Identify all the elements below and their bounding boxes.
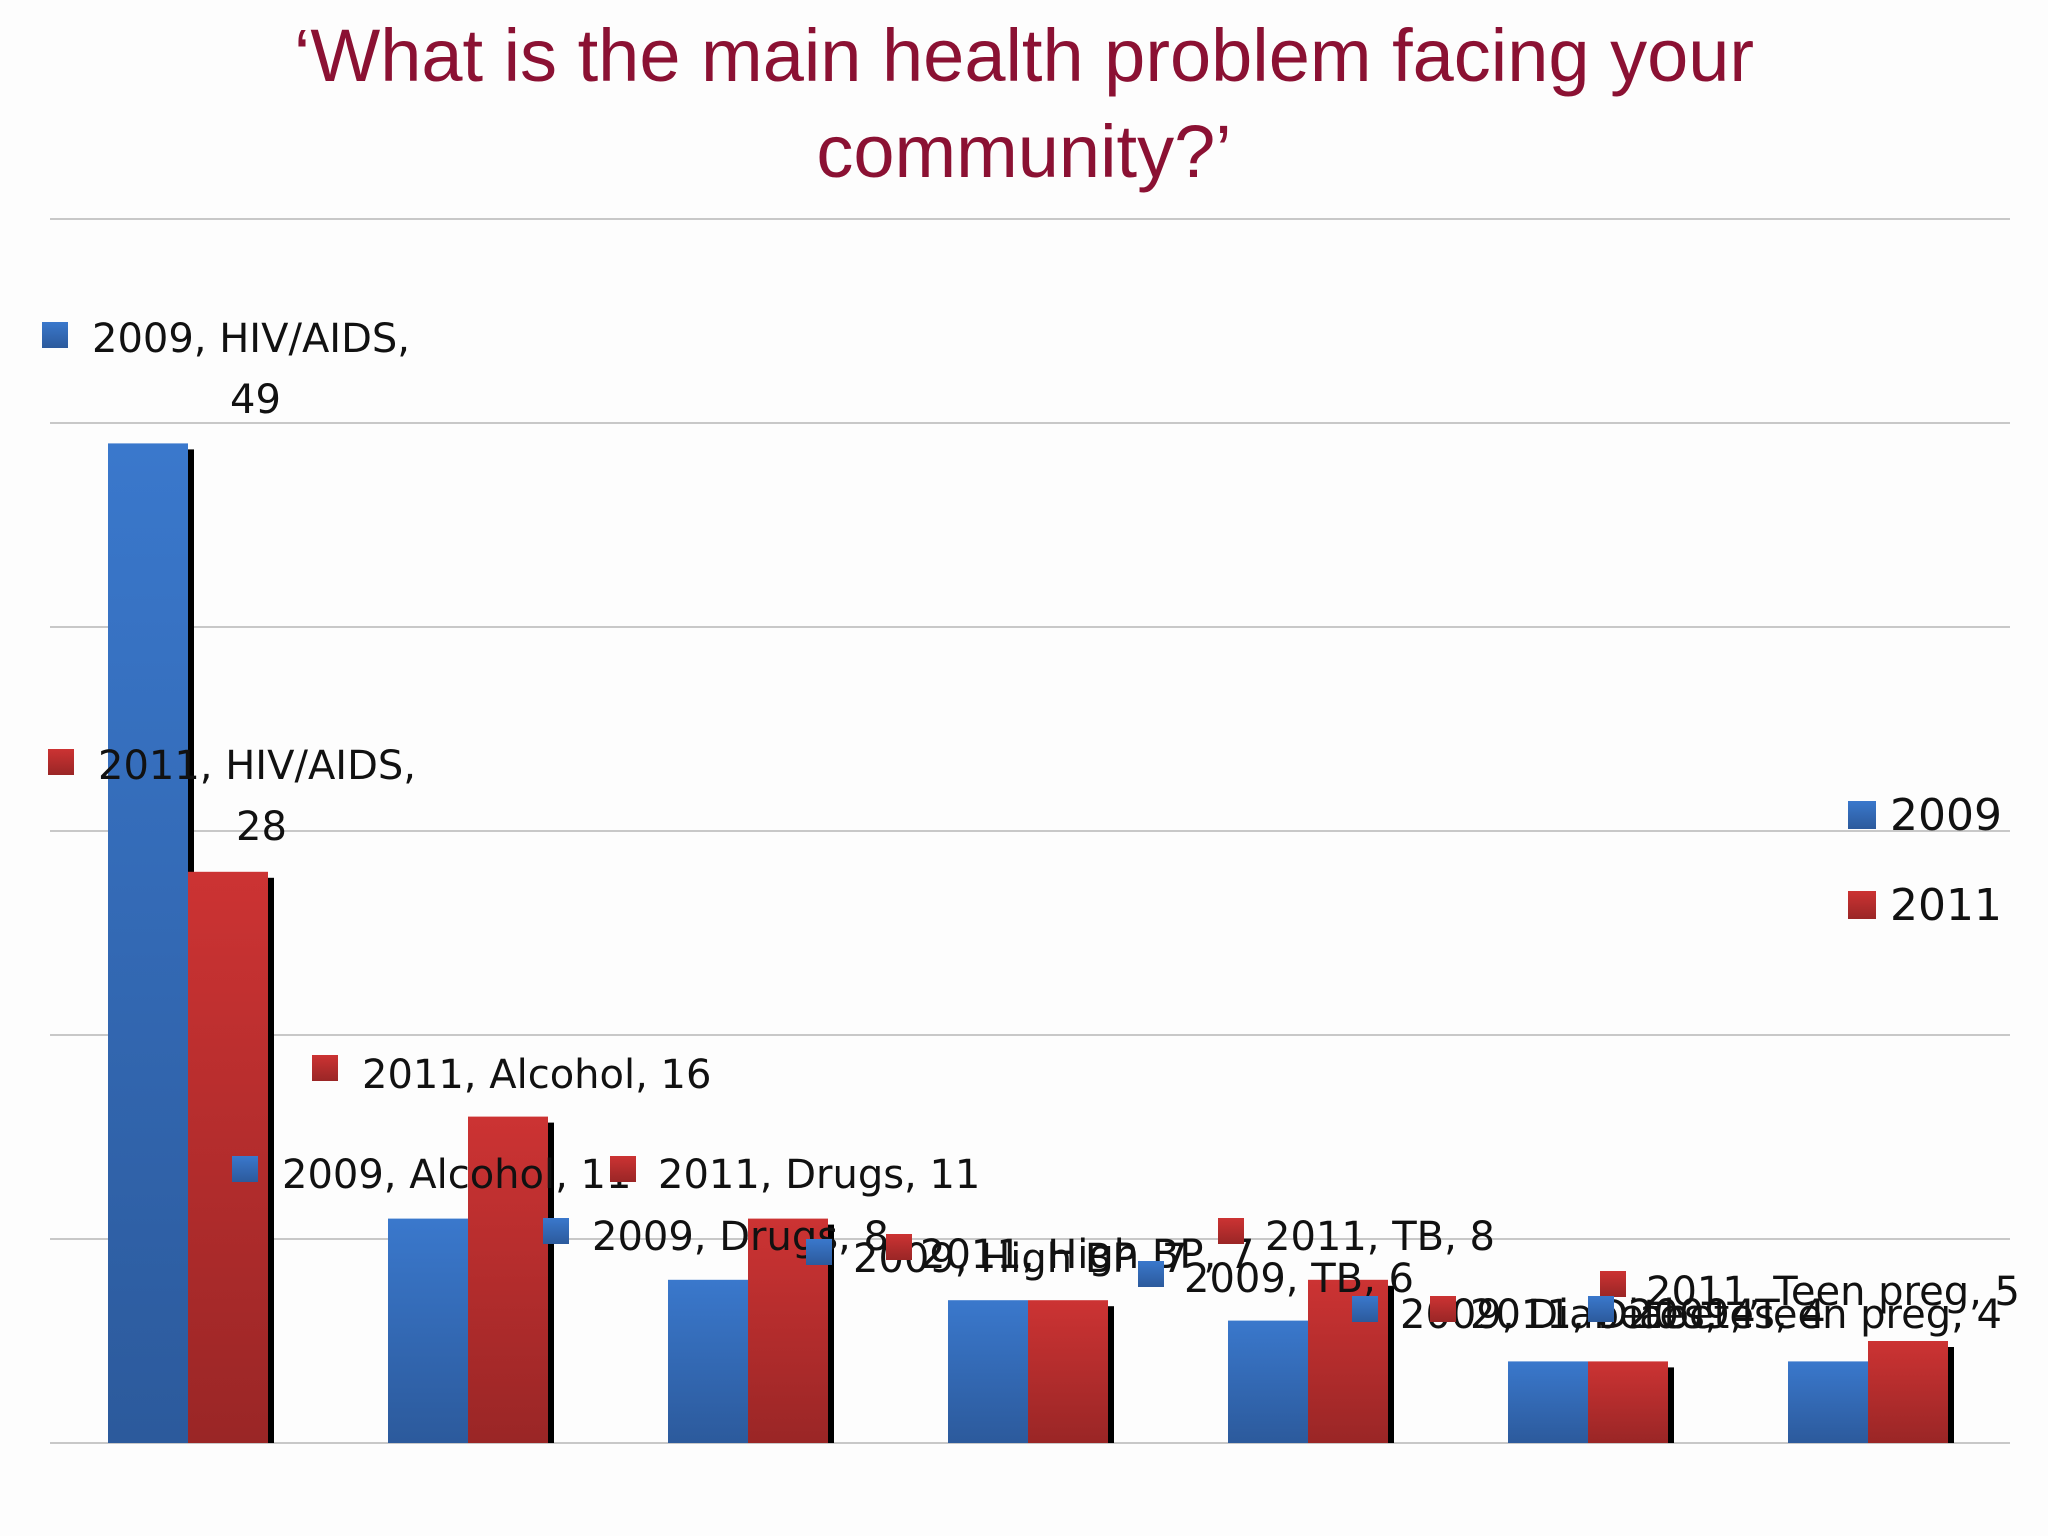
- bar-2009-high-bp: [948, 1300, 1028, 1443]
- legend-label-2011: 2011: [1890, 880, 2002, 931]
- legend-label-2009: 2009: [1890, 790, 2002, 841]
- data-label-1-line-2: 28: [236, 804, 287, 850]
- bar-2009-alcohol: [388, 1218, 468, 1443]
- data-label-3: 2009, Alcohol, 11: [282, 1152, 631, 1198]
- data-label-marker-7: [886, 1234, 912, 1260]
- bar-2011-diabetes: [1588, 1361, 1668, 1443]
- data-label-marker-0: [42, 322, 68, 348]
- bar-2009-teen-preg: [1788, 1361, 1868, 1443]
- data-label-marker-8: [1218, 1218, 1244, 1244]
- legend-marker-2011: [1848, 891, 1876, 919]
- legend-marker-2009: [1848, 801, 1876, 829]
- data-label-marker-9: [1138, 1261, 1164, 1287]
- bar-2009-tb: [1228, 1320, 1308, 1443]
- chart-title-line-2: community?’: [816, 110, 1232, 193]
- bar-2011-high-bp: [1028, 1300, 1108, 1443]
- data-label-marker-2: [312, 1055, 338, 1081]
- bar-2011-alcohol: [468, 1116, 548, 1443]
- data-label-8: 2011, TB, 8: [1265, 1214, 1495, 1260]
- data-label-marker-12: [1430, 1296, 1456, 1322]
- data-label-5: 2009, Drugs, 8: [592, 1214, 889, 1260]
- data-label-marker-1: [48, 749, 74, 775]
- data-label-9: 2009, TB, 6: [1184, 1256, 1414, 1302]
- data-label-marker-3: [232, 1156, 258, 1182]
- chart-title-line-1: ‘What is the main health problem facing …: [293, 14, 1755, 97]
- data-label-1-line-1: 2011, HIV/AIDS,: [98, 743, 416, 789]
- data-label-12: 2011, Diabetes, 4: [1470, 1292, 1826, 1338]
- bar-2009-drugs: [668, 1279, 748, 1443]
- data-label-13: 2009, Teen preg, 4: [1628, 1292, 2002, 1338]
- data-label-marker-11: [1352, 1296, 1378, 1322]
- bar-2011-teen-preg: [1868, 1341, 1948, 1443]
- data-label-4: 2011, Drugs, 11: [658, 1152, 980, 1198]
- data-label-marker-6: [806, 1239, 832, 1265]
- data-label-7: 2011, High BP, 7: [920, 1232, 1254, 1278]
- bar-2009-hiv-aids: [108, 443, 188, 1443]
- data-label-10: 2011, Teen preg, 5: [1646, 1269, 2020, 1315]
- data-label-0-line-2: 49: [230, 377, 281, 423]
- bar-2009-diabetes: [1508, 1361, 1588, 1443]
- data-label-marker-10: [1600, 1271, 1626, 1297]
- data-label-11: 2009, Diabetes, 4: [1400, 1292, 1756, 1338]
- data-label-2: 2011, Alcohol, 16: [362, 1052, 711, 1098]
- data-label-marker-13: [1588, 1296, 1614, 1322]
- data-label-marker-5: [543, 1218, 569, 1244]
- data-label-marker-4: [610, 1156, 636, 1182]
- data-label-0-line-1: 2009, HIV/AIDS,: [92, 316, 410, 362]
- chart-title: ‘What is the main health problem facing …: [0, 8, 2048, 200]
